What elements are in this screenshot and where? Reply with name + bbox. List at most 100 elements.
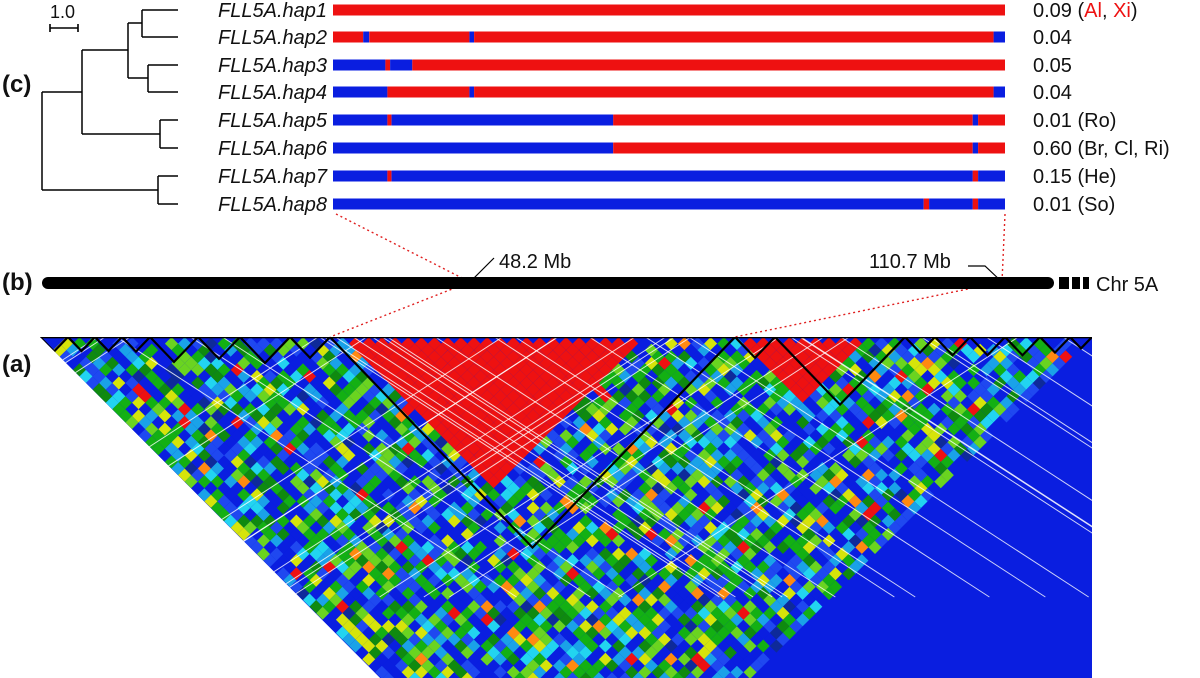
ld-cell	[723, 343, 737, 357]
ld-cell	[750, 448, 764, 462]
ld-cell	[625, 521, 639, 535]
ld-cell	[283, 363, 297, 377]
ld-cell	[368, 527, 382, 541]
ld-cell	[454, 455, 468, 469]
ld-cell	[375, 573, 389, 587]
ld-cell	[986, 422, 1000, 436]
ld-cell	[875, 494, 889, 508]
ld-cell	[1026, 369, 1040, 383]
ld-cell	[125, 402, 139, 416]
ld-cell	[421, 343, 435, 357]
ld-cell	[309, 402, 323, 416]
ld-cell	[717, 402, 731, 416]
ld-cell	[480, 639, 494, 653]
ld-cell	[454, 402, 468, 416]
ld-cell	[750, 396, 764, 410]
ld-cell	[875, 429, 889, 443]
ld-cell	[506, 376, 520, 390]
ld-cell	[342, 488, 356, 502]
ld-cell	[539, 567, 553, 581]
ld-cell	[612, 363, 626, 377]
ld-cell	[585, 402, 599, 416]
ld-cell	[625, 600, 639, 614]
ld-cell	[316, 567, 330, 581]
ld-cell	[263, 343, 277, 357]
ld-cell	[506, 442, 520, 456]
ld-cell	[1013, 356, 1027, 370]
ld-cell	[572, 389, 586, 403]
ld-cell	[427, 665, 442, 678]
ld-cell	[276, 461, 290, 476]
ld-cell	[901, 363, 915, 377]
ld-cell	[921, 356, 935, 370]
ld-cell	[408, 646, 422, 660]
ld-cell	[263, 396, 277, 410]
ld-cell	[934, 369, 948, 383]
ld-cell	[487, 396, 501, 410]
ld-cell	[967, 337, 981, 351]
ld-cell	[270, 429, 284, 443]
ld-cell	[638, 376, 652, 390]
ld-cell	[776, 527, 790, 541]
ld-cell	[743, 586, 757, 600]
ld-cell	[500, 632, 514, 646]
haplotype-row: FLL5A.hap5 0.01 (Ro)	[218, 110, 1116, 132]
ld-cell	[250, 422, 264, 436]
ld-cell	[704, 547, 718, 561]
ld-cell	[270, 415, 284, 430]
ld-cell	[329, 448, 343, 462]
ld-cell	[704, 613, 718, 627]
ld-cell	[441, 652, 455, 666]
ld-block-outline	[65, 337, 98, 353]
ld-cell	[434, 606, 448, 620]
ld-cell	[493, 652, 507, 666]
ld-cell	[697, 646, 711, 660]
ld-cell	[178, 429, 192, 443]
ld-cell	[973, 435, 987, 449]
ld-cell	[276, 422, 290, 436]
ld-cell	[184, 448, 198, 462]
ld-cell	[835, 507, 849, 522]
ld-cell	[447, 369, 461, 383]
ld-cell	[875, 534, 889, 548]
ld-cell	[612, 429, 626, 443]
ld-cell	[250, 343, 264, 357]
ld-cell	[500, 659, 514, 673]
ld-cell	[408, 659, 422, 673]
ld-cell	[848, 455, 862, 469]
ld-cell	[322, 389, 336, 403]
ld-cell	[592, 369, 606, 383]
ld-cell	[381, 646, 396, 660]
ld-cell	[960, 448, 974, 462]
ld-block-outline	[732, 337, 778, 360]
ld-cell	[460, 396, 474, 410]
ld-cell	[467, 521, 481, 535]
ld-cell	[263, 409, 277, 423]
ld-cell	[454, 560, 468, 574]
ld-cell	[658, 540, 672, 554]
ld-cell	[441, 665, 455, 678]
ld-cell	[888, 389, 902, 403]
ld-cell	[855, 409, 869, 423]
ld-cell	[243, 337, 257, 351]
ld-gap-line	[319, 337, 720, 598]
ld-cell	[237, 383, 251, 397]
ld-cell	[559, 442, 573, 456]
ld-gap-line	[435, 337, 836, 598]
ld-cell	[605, 448, 619, 462]
panel-label-b: (b)	[2, 269, 33, 296]
population-text: ,	[1102, 0, 1113, 22]
ld-cell	[204, 376, 218, 390]
ld-cell	[625, 337, 639, 351]
ld-cell	[526, 659, 540, 673]
ld-cell	[585, 415, 599, 430]
ld-cell	[427, 639, 442, 653]
ld-cell	[835, 376, 849, 390]
ld-cell	[690, 639, 705, 653]
ld-cell	[677, 429, 691, 443]
ld-cell	[474, 369, 488, 383]
ld-cell	[789, 369, 803, 383]
ld-cell	[204, 455, 218, 469]
ld-cell	[579, 527, 593, 541]
ld-cell	[717, 613, 731, 627]
